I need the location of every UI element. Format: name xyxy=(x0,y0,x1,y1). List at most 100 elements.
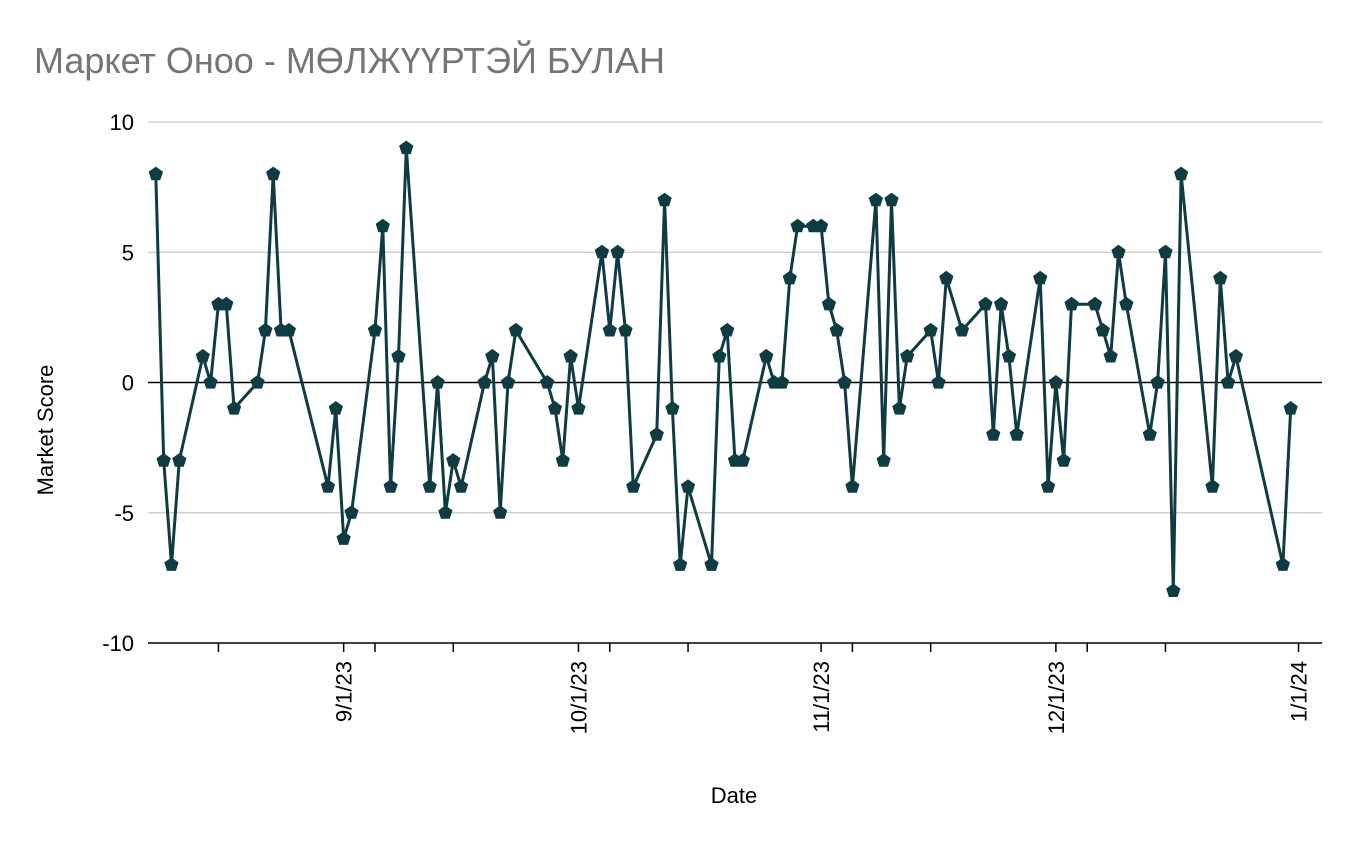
data-point xyxy=(281,322,296,337)
data-point xyxy=(618,322,633,337)
y-tick-label: 0 xyxy=(122,371,134,396)
data-point xyxy=(266,166,281,181)
data-point xyxy=(328,401,343,415)
data-point xyxy=(391,348,406,363)
data-point xyxy=(540,375,555,389)
data-point xyxy=(876,453,891,467)
data-point xyxy=(602,322,617,337)
data-point xyxy=(594,244,610,259)
data-point xyxy=(219,296,234,311)
data-point xyxy=(790,218,805,233)
data-point xyxy=(258,322,273,337)
y-tick-label: 10 xyxy=(110,110,134,135)
data-point xyxy=(884,192,899,207)
series xyxy=(148,140,1298,597)
gridlines xyxy=(148,121,1322,514)
data-point xyxy=(994,296,1009,311)
y-tick-label: -10 xyxy=(102,631,134,656)
data-point xyxy=(1275,557,1290,571)
data-point xyxy=(344,505,359,519)
data-point xyxy=(383,479,398,493)
data-point xyxy=(1205,479,1220,493)
data-point xyxy=(1228,348,1243,363)
data-point xyxy=(837,375,852,389)
data-point xyxy=(563,348,578,363)
data-point xyxy=(774,375,790,389)
data-point xyxy=(759,348,774,363)
x-axis-label: Date xyxy=(711,783,757,808)
data-point xyxy=(508,322,523,337)
data-point xyxy=(1213,270,1228,285)
data-point xyxy=(1048,375,1063,389)
data-point xyxy=(712,348,727,363)
x-tick-label: 1/1/24 xyxy=(1287,661,1312,722)
data-point xyxy=(203,375,218,389)
data-point xyxy=(735,453,750,467)
data-point xyxy=(555,453,570,467)
data-point xyxy=(547,401,563,415)
data-point xyxy=(164,557,179,571)
data-point xyxy=(868,192,883,207)
data-point xyxy=(900,348,915,363)
data-point xyxy=(673,557,688,571)
data-point xyxy=(493,505,508,519)
data-point xyxy=(571,401,586,415)
data-point xyxy=(657,192,672,207)
data-point xyxy=(665,401,680,415)
data-point xyxy=(477,375,492,389)
data-point xyxy=(649,427,664,441)
data-point xyxy=(375,218,390,233)
data-point xyxy=(626,479,641,493)
data-point xyxy=(500,375,516,389)
data-point xyxy=(1220,375,1236,389)
data-point xyxy=(978,296,993,311)
data-point xyxy=(1001,348,1017,363)
data-point xyxy=(720,322,735,337)
data-point xyxy=(1064,296,1079,311)
data-point xyxy=(1142,427,1157,441)
data-point xyxy=(892,401,907,415)
data-point xyxy=(430,375,445,389)
data-point xyxy=(829,322,844,337)
data-point xyxy=(438,505,453,519)
x-tick-labels: 9/1/23 10/1/23 11/1/23 12/1/23 1/1/24 xyxy=(332,661,1312,734)
data-point xyxy=(814,218,829,233)
data-point xyxy=(1087,296,1103,311)
data-point xyxy=(782,270,797,285)
data-point xyxy=(610,244,625,259)
data-point xyxy=(923,322,938,337)
data-point xyxy=(1103,348,1118,363)
y-axis-label: Market Score xyxy=(33,365,58,496)
data-point xyxy=(1033,270,1048,285)
data-point xyxy=(1174,166,1189,181)
data-point xyxy=(1166,583,1181,597)
data-point xyxy=(195,348,210,363)
data-point xyxy=(336,531,351,545)
data-point xyxy=(939,270,954,285)
x-tick-label: 9/1/23 xyxy=(332,661,357,722)
data-point xyxy=(172,453,187,467)
data-point xyxy=(1150,375,1165,389)
data-point xyxy=(485,348,500,363)
data-point xyxy=(1009,427,1024,441)
chart-title: Маркет Оноо - МӨЛЖҮҮРТЭЙ БУЛАН xyxy=(34,39,665,81)
data-point xyxy=(1095,322,1110,337)
data-point xyxy=(320,479,336,493)
data-point xyxy=(931,375,946,389)
data-point xyxy=(704,557,719,571)
data-point xyxy=(986,427,1001,441)
data-point xyxy=(1283,401,1298,415)
data-point xyxy=(399,140,414,155)
data-point xyxy=(148,166,163,181)
y-tick-label: 5 xyxy=(122,240,134,265)
data-point xyxy=(422,479,437,493)
data-point xyxy=(954,322,970,337)
x-axis xyxy=(148,642,1322,652)
y-tick-label: -5 xyxy=(114,501,134,526)
x-tick-label: 11/1/23 xyxy=(809,661,834,733)
series-line xyxy=(154,147,1293,591)
y-tick-labels: 10 5 0 -5 -10 xyxy=(102,110,134,656)
x-tick-label: 12/1/23 xyxy=(1044,661,1069,734)
data-point xyxy=(1158,244,1173,259)
